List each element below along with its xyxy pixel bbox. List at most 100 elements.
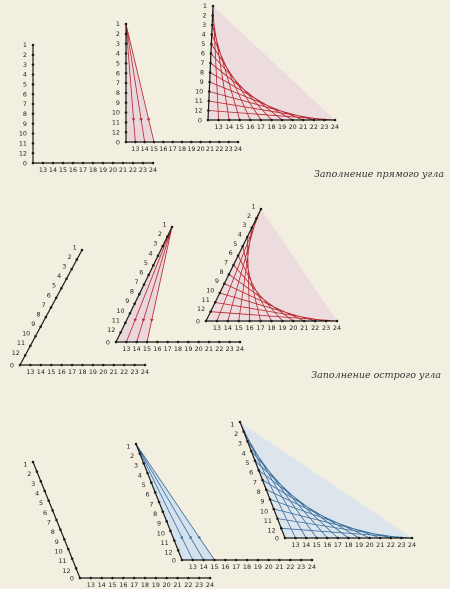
- nail-dot: [43, 489, 47, 493]
- thread-line: [136, 226, 173, 343]
- thread-line: [228, 274, 294, 322]
- tick-label: 14: [141, 145, 149, 153]
- nail-dot: [49, 306, 53, 309]
- nail-dot: [124, 101, 128, 104]
- vertex-label: 0: [198, 116, 202, 124]
- nail-dot: [156, 340, 159, 344]
- thread-line: [125, 23, 136, 143]
- vertex-label: 0: [116, 138, 120, 146]
- thread-line: [254, 460, 339, 539]
- nail-dot: [75, 258, 79, 261]
- nail-dot: [210, 42, 213, 46]
- tick-label: 17: [164, 345, 172, 353]
- nail-dot: [208, 140, 212, 144]
- nail-dot: [124, 121, 128, 124]
- nail-dot: [124, 140, 128, 144]
- tick-label: 20: [289, 324, 297, 332]
- nail-dot: [23, 354, 27, 357]
- thread-line: [233, 264, 283, 322]
- tick-label: 19: [278, 324, 286, 332]
- tick-label: 18: [267, 324, 275, 332]
- thread-line: [125, 23, 155, 143]
- tick-label: 6: [23, 90, 27, 98]
- tick-label: 6: [249, 469, 253, 477]
- thread-line: [146, 226, 173, 343]
- tick-label: 3: [202, 21, 206, 29]
- nail-dot: [213, 558, 216, 562]
- nail-dot: [124, 321, 127, 325]
- direction-arrow: [142, 318, 146, 322]
- nail-dot: [176, 576, 179, 580]
- nail-dot: [39, 325, 42, 328]
- nail-dot: [227, 273, 231, 276]
- nail-dot: [315, 536, 319, 540]
- tick-label: 7: [149, 500, 153, 508]
- tick-label: 22: [184, 581, 192, 589]
- nail-dot: [208, 576, 212, 580]
- nail-dot: [169, 529, 172, 533]
- tick-label: 13: [87, 581, 95, 589]
- tick-label: 21: [110, 368, 118, 376]
- nail-dot: [302, 319, 306, 323]
- nail-dot: [31, 102, 35, 106]
- tick-label: 1: [23, 41, 27, 49]
- caption-right-angle: Заполнение прямого угла: [314, 169, 444, 180]
- tick-label: 2: [67, 253, 71, 261]
- nail-dot: [208, 71, 212, 74]
- tick-label: 9: [23, 120, 27, 128]
- tick-label: 4: [202, 30, 206, 38]
- shaded-region: [240, 422, 412, 538]
- tick-label: 22: [129, 166, 137, 174]
- tick-label: 20: [289, 123, 297, 131]
- nail-dot: [60, 363, 63, 367]
- nail-dot: [55, 518, 58, 522]
- tick-label: 7: [253, 478, 257, 486]
- nail-dot: [102, 363, 105, 367]
- tick-label: 22: [120, 368, 128, 376]
- vertex-label: 0: [275, 534, 279, 542]
- tick-label: 4: [238, 231, 242, 239]
- nail-dot: [238, 340, 242, 344]
- thread-line: [209, 72, 293, 121]
- nail-dot: [209, 61, 212, 65]
- tick-label: 16: [119, 581, 127, 589]
- nail-dot: [304, 536, 308, 540]
- tick-label: 8: [36, 310, 40, 318]
- tick-label: 18: [174, 345, 182, 353]
- tick-label: 5: [201, 40, 205, 48]
- tick-label: 13: [189, 563, 197, 571]
- nail-dot: [150, 481, 153, 484]
- tick-label: 11: [161, 539, 169, 547]
- nail-dot: [256, 558, 260, 562]
- vertex-label: 0: [196, 317, 200, 325]
- tick-label: 21: [205, 345, 213, 353]
- tick-label: 24: [234, 145, 242, 153]
- nail-dot: [289, 558, 292, 562]
- nail-dot: [125, 340, 128, 344]
- tick-label: 16: [58, 368, 66, 376]
- vertex-label: 0: [70, 574, 74, 582]
- nail-dot: [51, 509, 54, 512]
- nail-dot: [218, 291, 222, 295]
- nail-dot: [281, 319, 284, 323]
- nail-dot: [31, 92, 35, 96]
- tick-label: 10: [206, 287, 214, 295]
- tick-label: 20: [99, 368, 107, 376]
- nail-dot: [35, 470, 39, 473]
- nail-dot: [63, 538, 66, 541]
- nail-dot: [18, 363, 22, 367]
- tick-label: 10: [195, 87, 203, 95]
- tick-label: 16: [246, 324, 254, 332]
- tick-label: 10: [157, 529, 165, 537]
- tick-label: 11: [264, 517, 272, 525]
- tick-label: 19: [152, 581, 160, 589]
- tick-label: 1: [116, 20, 120, 28]
- tick-label: 13: [292, 541, 300, 549]
- nail-dot: [124, 111, 128, 114]
- tick-label: 15: [108, 581, 116, 589]
- direction-arrow: [197, 535, 201, 540]
- nail-dot: [207, 109, 210, 112]
